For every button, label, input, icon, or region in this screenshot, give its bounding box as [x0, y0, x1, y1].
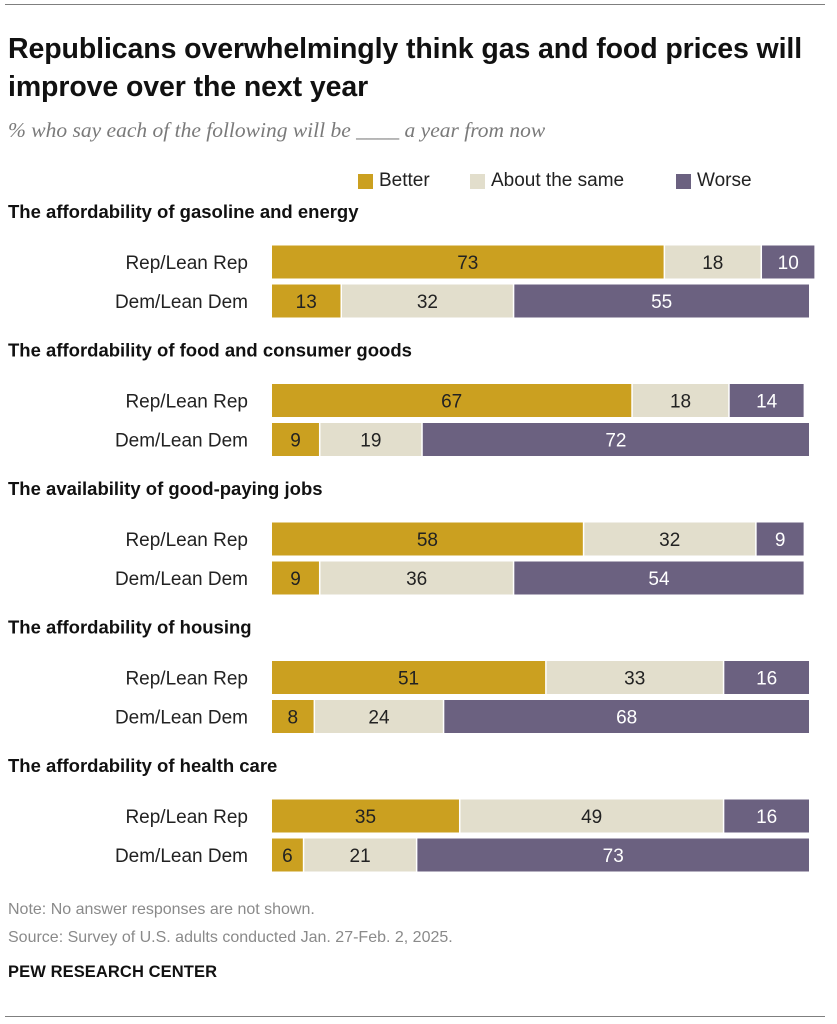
bar-segment-same [342, 284, 513, 318]
top-rule [5, 4, 825, 5]
bar-segment-better [272, 284, 341, 318]
bar-segment-same [546, 661, 723, 694]
bar-segment-worse [724, 799, 809, 833]
panel-heading: The affordability of housing [8, 617, 252, 638]
data-label-worse: 68 [616, 708, 637, 729]
data-label-worse: 55 [651, 292, 672, 313]
bar-segment-worse [729, 384, 804, 417]
row-label: Dem/Lean Dem [115, 846, 248, 867]
legend-label-better: Better [379, 170, 430, 191]
data-label-better: 73 [457, 253, 478, 274]
data-label-same: 18 [670, 392, 691, 413]
bar-segment-same [320, 561, 513, 595]
bar-segment-better [272, 245, 664, 279]
source-text: Source: Survey of U.S. adults conducted … [8, 929, 453, 946]
brand-label: PEW RESEARCH CENTER [8, 963, 218, 981]
bar-segment-worse [422, 423, 809, 456]
panel-heading: The affordability of food and consumer g… [8, 340, 412, 361]
bar-segment-same [304, 838, 416, 872]
data-label-same: 36 [406, 569, 427, 590]
bottom-rule [5, 1016, 825, 1017]
legend-item-worse: Worse [676, 166, 752, 196]
panel-1: The affordability of food and consumer g… [8, 340, 809, 456]
chart-title: Republicans overwhelmingly think gas and… [8, 33, 803, 103]
bar-segment-worse [514, 284, 810, 318]
data-label-same: 49 [581, 807, 602, 828]
legend-label-worse: Worse [697, 170, 752, 191]
bar-segment-worse [514, 561, 804, 595]
data-label-worse: 16 [756, 807, 777, 828]
row-label: Rep/Lean Rep [125, 253, 248, 274]
panel-heading: The affordability of gasoline and energy [8, 201, 359, 222]
note-text: Note: No answer responses are not shown. [8, 901, 315, 918]
bar-segment-same [665, 245, 761, 279]
legend-item-same: About the same [470, 166, 624, 196]
data-label-better: 35 [355, 807, 376, 828]
row-label: Dem/Lean Dem [115, 292, 248, 313]
data-label-better: 6 [282, 846, 293, 867]
bar-segment-better [272, 661, 546, 694]
data-label-same: 18 [702, 253, 723, 274]
data-label-same: 33 [624, 669, 645, 690]
bar-segment-better [272, 561, 319, 595]
data-label-better: 9 [290, 569, 301, 590]
panel-0: The affordability of gasoline and energy… [8, 201, 815, 318]
legend-item-better: Better [358, 166, 430, 196]
panel-heading: The affordability of health care [8, 755, 277, 776]
bar-segment-better [272, 384, 632, 417]
data-label-worse: 72 [605, 431, 626, 452]
bar-segment-better [272, 522, 583, 556]
legend-swatch-worse [676, 173, 691, 189]
bar-segment-same [584, 522, 756, 556]
bar-segment-same [632, 384, 729, 417]
data-label-worse: 73 [603, 846, 624, 867]
data-label-same: 21 [350, 846, 371, 867]
data-label-better: 13 [296, 292, 317, 313]
data-label-worse: 16 [756, 669, 777, 690]
bar-segment-worse [444, 700, 809, 733]
data-label-better: 8 [288, 708, 299, 729]
bar-segment-better [272, 799, 459, 833]
bar-segment-same [320, 423, 422, 456]
data-label-better: 9 [290, 431, 301, 452]
row-label: Dem/Lean Dem [115, 708, 248, 729]
bar-segment-worse [724, 661, 809, 694]
chart-subtitle: % who say each of the following will be … [8, 118, 546, 142]
data-label-same: 19 [360, 431, 381, 452]
row-label: Rep/Lean Rep [125, 530, 248, 551]
data-label-same: 32 [417, 292, 438, 313]
panel-4: The affordability of health care Rep/Lean… [8, 755, 809, 872]
bar-segment-better [272, 700, 314, 733]
row-label: Rep/Lean Rep [125, 669, 248, 690]
data-label-worse: 9 [775, 530, 786, 551]
data-label-better: 51 [398, 669, 419, 690]
legend-swatch-better [358, 173, 373, 189]
panel-heading: The availability of good-paying jobs [8, 478, 323, 499]
bar-segment-better [272, 838, 303, 872]
data-label-same: 24 [368, 708, 390, 729]
row-label: Rep/Lean Rep [125, 392, 248, 413]
data-label-worse: 10 [778, 253, 799, 274]
row-label: Dem/Lean Dem [115, 569, 248, 590]
bar-segment-same [460, 799, 723, 833]
row-label: Dem/Lean Dem [115, 431, 248, 452]
legend-label-same: About the same [491, 170, 625, 191]
data-label-worse: 54 [648, 569, 670, 590]
data-label-same: 32 [659, 530, 680, 551]
data-label-worse: 14 [756, 392, 778, 413]
bar-segment-better [272, 423, 319, 456]
panel-3: The affordability of housing Rep/Lean Rep… [8, 617, 809, 733]
panel-2: The availability of good-paying jobs Rep/… [8, 478, 804, 595]
data-label-better: 67 [441, 392, 462, 413]
bar-segment-worse [762, 245, 815, 279]
legend: Better About the same Worse [330, 166, 800, 196]
bar-segment-same [315, 700, 443, 733]
legend-swatch-same [470, 173, 485, 189]
data-label-better: 58 [417, 530, 438, 551]
bar-segment-worse [417, 838, 809, 872]
row-label: Rep/Lean Rep [125, 807, 248, 828]
bar-segment-worse [756, 522, 804, 556]
